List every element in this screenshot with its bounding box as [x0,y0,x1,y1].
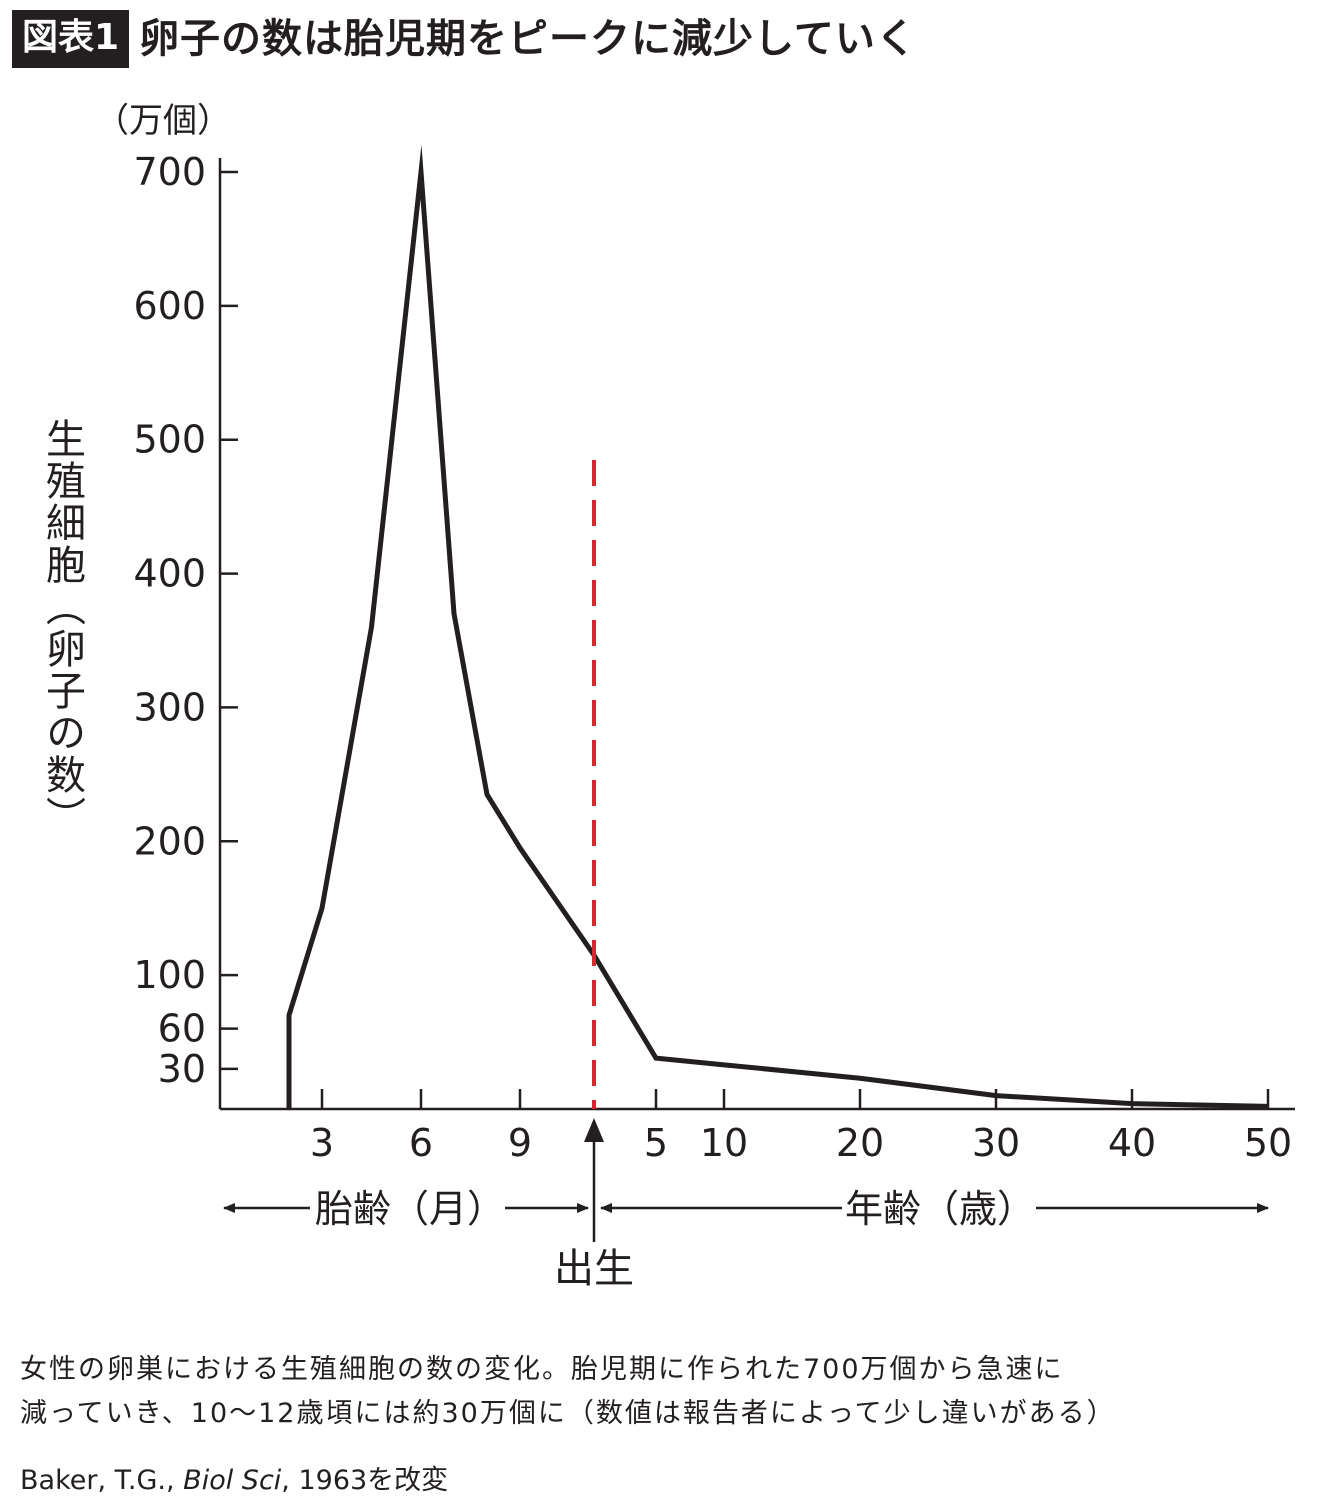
data-point [722,1063,726,1067]
data-point [287,1014,291,1017]
data-point [1266,1105,1270,1108]
data-point [654,1056,658,1060]
data-point [287,1107,291,1111]
y-tick-label: 300 [133,685,206,729]
series-line [286,144,1269,1109]
source-journal: Biol Sci [183,1465,282,1496]
data-point [452,612,456,615]
y-axis-title: 生殖細胞（卵子の数） [39,418,86,838]
figure-title-row: 図表1 卵子の数は胎児期をピークに減少していく [12,10,917,68]
x-tick-label: 6 [409,1121,433,1165]
y-tick-label: 400 [133,552,206,596]
y-tick-label: 500 [133,418,206,462]
chart: 3060100200300400500600700（万個）生殖細胞（卵子の数） … [39,101,1295,1292]
data-point [858,1077,862,1080]
x-tick-label: 20 [836,1121,884,1165]
y-tick-label: 30 [158,1047,206,1091]
birth-arrow-head-icon [584,1118,604,1142]
figure-title: 卵子の数は胎児期をピークに減少していく [139,16,917,62]
y-tick-label: 600 [133,284,206,328]
x-tick-label: 3 [310,1121,334,1165]
y-tick-label: 700 [133,150,206,194]
x-tick-label: 9 [508,1121,532,1165]
birth-label: 出生 [554,1246,634,1292]
data-point [1130,1102,1134,1105]
x-tick-label: 5 [644,1121,668,1165]
postnatal-range-label: 年齢（歳） [845,1187,1035,1231]
data-point [994,1094,998,1097]
x-tick-label: 30 [972,1121,1020,1165]
x-tick-label: 10 [700,1121,748,1165]
data-point [518,846,522,850]
data-point [320,907,324,910]
x-tick-label: 40 [1108,1121,1156,1165]
caption-line-1: 女性の卵巣における生殖細胞の数の変化。胎児期に作られた700万個から急速に [20,1354,1064,1385]
figure-badge: 図表1 [12,10,130,68]
source-rest: , 1963を改変 [281,1465,449,1496]
caption-line-2: 減っていき、10〜12歳頃には約30万個に（数値は報告者によって少し違いがある） [20,1398,1116,1429]
x-tick-label: 50 [1244,1121,1292,1165]
source-author: Baker, T.G., [20,1465,184,1496]
y-tick-label: 60 [158,1007,206,1051]
y-tick-label: 200 [133,819,206,863]
data-point [419,170,423,174]
data-point [485,793,489,796]
figure-caption: 女性の卵巣における生殖細胞の数の変化。胎児期に作られた700万個から急速に 減っ… [20,1348,1330,1436]
data-point [370,625,373,629]
source-citation: Baker, T.G., Biol Sci, 1963を改変 [20,1458,448,1497]
y-tick-label: 100 [133,953,206,997]
fetal-range-label: 胎齢（月） [315,1187,505,1231]
y-unit-label: （万個） [95,101,231,141]
